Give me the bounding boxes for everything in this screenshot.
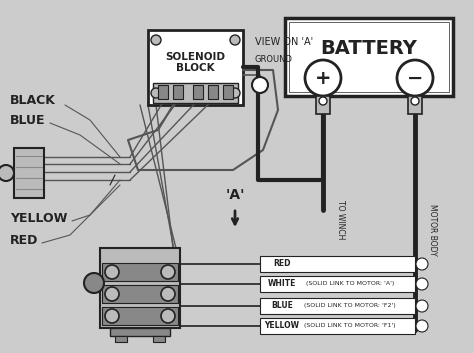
Bar [102,263,178,281]
Bar [115,336,127,342]
Circle shape [252,77,268,93]
Text: VIEW ON 'A': VIEW ON 'A' [255,37,313,47]
Text: RED: RED [10,233,38,246]
Text: (SOLID LINK TO MOTOR: 'F2'): (SOLID LINK TO MOTOR: 'F2') [304,304,396,309]
Bar [193,85,203,99]
Text: BLACK: BLACK [10,94,56,107]
Text: GROUND: GROUND [255,55,293,65]
Bar [223,85,233,99]
Bar [173,85,183,99]
Text: TO WINCH: TO WINCH [337,200,346,240]
Bar [260,276,415,292]
Circle shape [151,88,161,98]
Text: (SOLID LINK TO MOTOR: 'F1'): (SOLID LINK TO MOTOR: 'F1') [304,323,396,329]
Text: YELLOW: YELLOW [264,322,300,330]
Text: BATTERY: BATTERY [320,38,418,58]
Circle shape [161,309,175,323]
Text: WHITE: WHITE [268,280,296,288]
Circle shape [416,300,428,312]
Text: RED: RED [273,259,291,269]
Text: BLUE: BLUE [271,301,293,311]
Bar [153,336,165,342]
Bar [408,96,422,114]
Bar [316,96,330,114]
Circle shape [0,165,14,181]
Bar [153,83,238,103]
Circle shape [84,273,104,293]
Text: −: − [407,68,423,88]
Text: MOTOR BODY: MOTOR BODY [428,204,438,256]
Text: SOLENOID
BLOCK: SOLENOID BLOCK [165,52,226,73]
Circle shape [416,258,428,270]
Circle shape [319,97,327,105]
Circle shape [411,97,419,105]
Bar [260,318,415,334]
Circle shape [105,287,119,301]
Text: 'A': 'A' [225,188,245,202]
Circle shape [397,60,433,96]
Bar [285,18,453,96]
Bar [208,85,218,99]
Circle shape [161,287,175,301]
Circle shape [230,35,240,45]
Circle shape [416,278,428,290]
Bar [102,307,178,325]
Bar [158,85,168,99]
Circle shape [230,88,240,98]
Bar [14,148,44,198]
Circle shape [161,265,175,279]
Text: +: + [315,68,331,88]
Bar [260,256,415,272]
Text: BLUE: BLUE [10,114,46,126]
Bar [110,328,170,336]
Circle shape [305,60,341,96]
Circle shape [105,265,119,279]
Circle shape [151,35,161,45]
Text: YELLOW: YELLOW [10,211,67,225]
Bar [260,298,415,314]
Bar [289,22,449,92]
Bar [100,248,180,328]
Bar [102,285,178,303]
Bar [148,30,243,105]
Text: (SOLID LINK TO MOTOR: 'A'): (SOLID LINK TO MOTOR: 'A') [306,281,394,287]
Circle shape [105,309,119,323]
Circle shape [416,320,428,332]
